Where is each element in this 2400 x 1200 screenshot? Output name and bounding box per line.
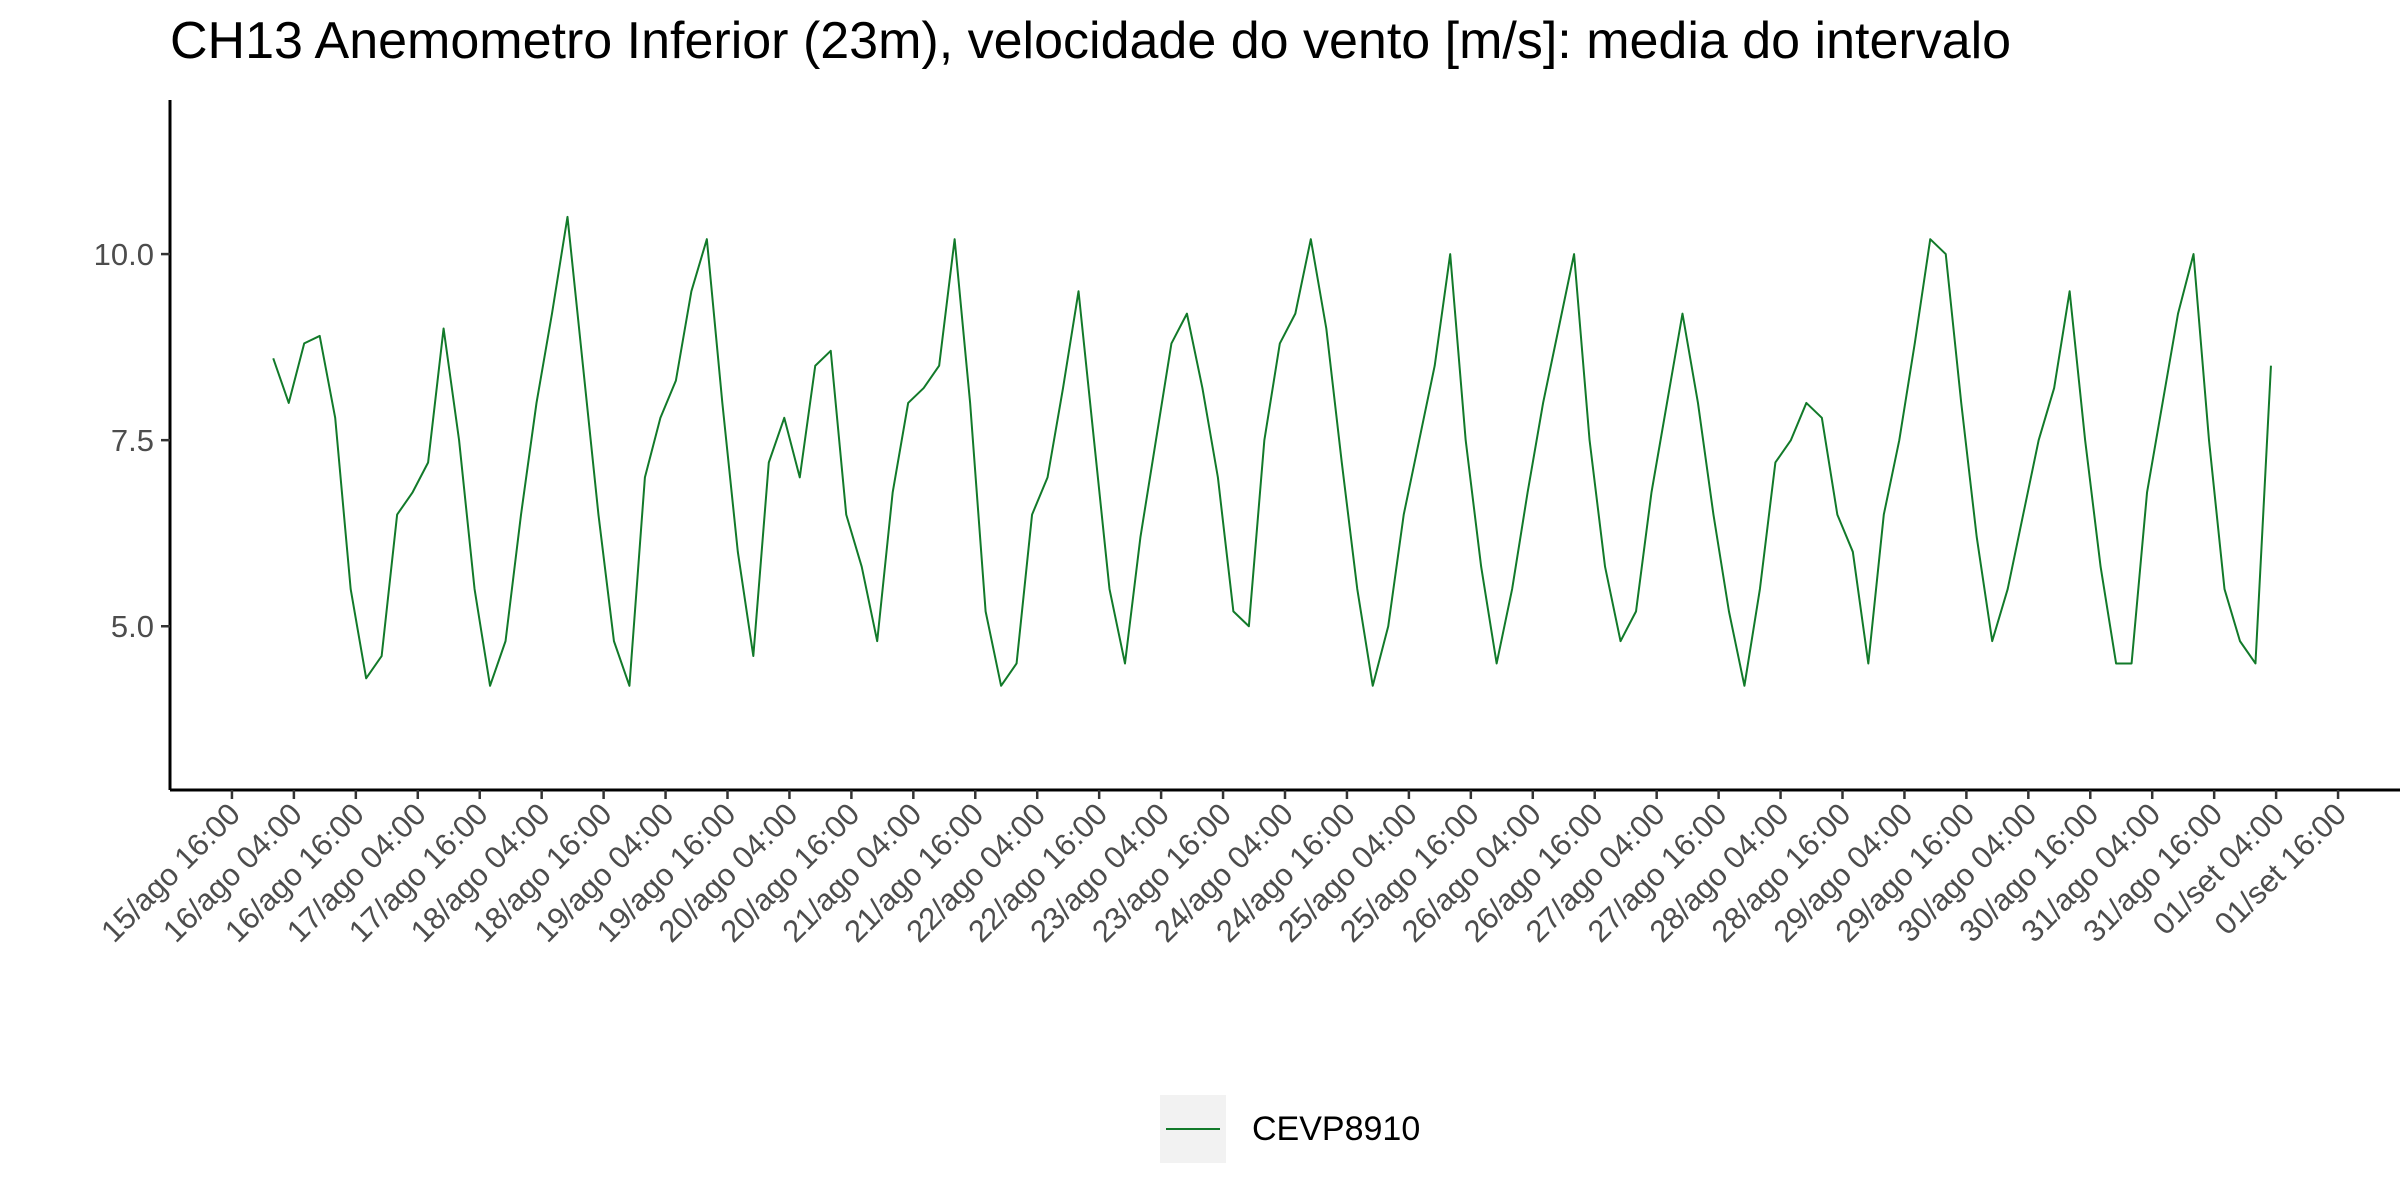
y-tick-label: 7.5 bbox=[111, 423, 154, 458]
y-tick-label: 10.0 bbox=[94, 237, 154, 272]
series-line bbox=[272, 215, 2272, 687]
y-tick-label: 5.0 bbox=[111, 609, 154, 644]
chart-title: CH13 Anemometro Inferior (23m), velocida… bbox=[170, 12, 2011, 70]
legend-label: CEVP8910 bbox=[1252, 1110, 1420, 1148]
